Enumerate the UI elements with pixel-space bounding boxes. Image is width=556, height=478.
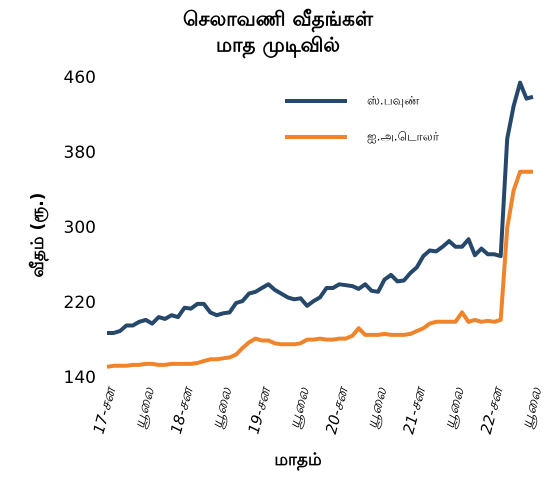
x-tick-label: 22-சன [477,383,507,436]
chart-subtitle: மாத முடிவில் [216,33,340,59]
x-tick-label: யூலை [130,385,159,431]
x-tick-label: யூலை [517,385,546,431]
line-series [106,169,533,369]
y-tick-label: 220 [64,293,96,313]
x-tick-label: யூலை [362,385,391,431]
y-axis-label: வீதம் (ரூ.) [28,193,48,278]
y-tick-label: 460 [64,68,96,88]
y-tick-label: 300 [64,218,96,238]
chart-title: செலாவணி வீதங்கள் [183,7,374,33]
x-tick-label: 19-சன [244,383,274,436]
y-tick-label: 380 [64,143,96,163]
x-tick-label: யூலை [285,385,314,431]
x-tick-label: 17-சன [90,383,120,436]
legend-label: ஐ.அ.டொலர் [367,130,440,144]
x-tick-label: 21-சன [399,383,429,436]
y-tick-label: 140 [64,368,96,388]
x-tick-label: யூலை [207,385,236,431]
legend-label: ஸ்.பவுண் [367,94,420,108]
line-series [107,80,534,335]
x-axis-label: மாதம் [274,450,322,470]
x-tick-label: 18-சன [167,383,197,436]
x-tick-label: யூலை [440,385,469,431]
x-tick-label: 20-சன [322,383,352,436]
